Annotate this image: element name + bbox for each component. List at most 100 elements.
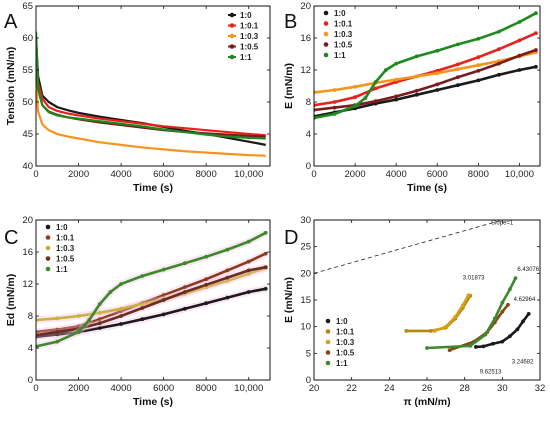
y-axis-label: Tension (mN/m): [5, 47, 17, 126]
panel-label: A: [4, 11, 18, 33]
series-group: [314, 11, 538, 120]
data-point-1:0: [246, 290, 251, 294]
legend-marker: [229, 54, 235, 60]
data-point-1:0.5: [517, 53, 522, 58]
panel-B: B 0 2000 4000 6000 8000 10,000 0 4 8 12 16 20 Time (s…: [283, 1, 541, 194]
series-line-1:0: [314, 65, 537, 118]
legend-marker: [45, 256, 51, 261]
legend-entry: 1:0.3: [56, 244, 75, 253]
legend-entry: 1:1: [334, 51, 346, 60]
y-tick-label: 60: [22, 33, 33, 44]
data-point-1:0: [119, 322, 123, 326]
series-line-1:1: [36, 231, 267, 348]
y-tick-label: 16: [300, 33, 311, 44]
data-point-1:0.5: [97, 321, 102, 326]
data-point-1:0.1: [246, 259, 251, 264]
data-point-1:0.3: [119, 306, 123, 311]
y-tick-label: 12: [300, 65, 311, 76]
x-tick-label: 32: [535, 383, 546, 394]
data-point-1:0.3: [466, 293, 471, 298]
x-tick-label: 2000: [345, 169, 366, 180]
data-point-1:0.3: [97, 310, 102, 315]
data-point-1:0.1: [497, 47, 501, 52]
data-point-1:0: [414, 92, 419, 97]
y-tick-label: 12: [22, 279, 33, 290]
data-point-1:0.5: [263, 265, 268, 270]
legend-entry: 1:0: [240, 11, 252, 20]
data-point-1:1: [414, 54, 419, 59]
data-point-1:0.3: [435, 71, 440, 76]
data-point-1:0.5: [435, 82, 440, 87]
data-point-1:1: [500, 300, 505, 305]
y-tick-label: 50: [22, 97, 33, 108]
data-point-1:0: [497, 72, 501, 77]
data-point-1:0.3: [394, 77, 399, 82]
y-tick-label: 0: [306, 161, 311, 172]
legend-entry: 1:0: [56, 223, 68, 232]
data-point-1:0: [161, 312, 166, 317]
legend-entry: 1:1: [240, 53, 252, 62]
x-tick-label: 6000: [153, 169, 174, 180]
legend-marker: [45, 224, 51, 230]
y-tick-label: 15: [300, 295, 311, 306]
x-tick-label: 8000: [468, 169, 489, 180]
y-tick-label: 5: [306, 348, 311, 359]
y-tick-label: 55: [22, 65, 33, 76]
x-tick-label: 28: [459, 383, 470, 394]
data-point-1:0: [455, 83, 460, 88]
x-tick-label: 4000: [111, 169, 132, 180]
y-tick-label: 40: [22, 161, 33, 172]
legend: 1:0 1:0.11:0.3 1:0.51:1: [325, 317, 355, 368]
data-point-1:1: [455, 42, 460, 47]
x-tick-label: 0: [311, 169, 316, 180]
series-line-1:1: [36, 31, 266, 140]
data-point-1:0.5: [455, 75, 460, 80]
plot-frame: [35, 5, 271, 167]
panel-label: B: [284, 11, 297, 33]
x-axis-label: Time (s): [133, 182, 173, 194]
data-point-1:1: [183, 261, 187, 266]
data-point-1:1: [435, 48, 440, 53]
data-point-1:0.5: [497, 61, 501, 66]
data-point-1:1: [533, 11, 538, 16]
y-tick-label: 20: [300, 268, 311, 279]
x-tick-label: 20: [309, 383, 320, 394]
x-tick-label: 30: [497, 383, 508, 394]
data-point-1:0.3: [332, 88, 337, 92]
legend-marker: [45, 266, 51, 272]
legend-entry: 1:0: [336, 317, 348, 326]
data-point-1:1: [161, 267, 166, 272]
x-axis-label: Time (s): [133, 396, 173, 408]
data-point-1:0.5: [414, 88, 419, 93]
data-point-1:0.1: [517, 38, 522, 43]
data-point-1:1: [204, 254, 209, 259]
data-point-1:1: [384, 68, 388, 72]
data-point-1:1: [373, 80, 378, 84]
data-point-1:0.5: [394, 94, 399, 99]
data-point-1:1: [225, 247, 230, 252]
y-tick-label: 65: [22, 1, 33, 12]
series-line-1:0.5: [314, 48, 537, 112]
data-point-1:1: [119, 282, 123, 286]
series-group: [36, 31, 266, 157]
legend-entry: 1:0.1: [334, 20, 353, 29]
data-point-1:0.3: [414, 74, 419, 79]
data-point-1:0.3: [453, 315, 458, 319]
data-point-1:0.3: [225, 278, 230, 283]
data-point-1:0.5: [533, 48, 538, 52]
data-point-1:0: [507, 334, 512, 339]
data-point-1:0.1: [476, 55, 481, 60]
legend-marker: [325, 318, 331, 324]
data-point-1:1: [97, 302, 102, 306]
x-axis-label: Time (s): [407, 182, 447, 194]
legend: 1:0 1:0.11:0.3 1:0.51:1: [323, 9, 353, 60]
x-tick-label: 4000: [386, 169, 407, 180]
legend-entry: 1:1: [56, 265, 68, 274]
data-point-1:0.5: [161, 298, 166, 302]
series-line-1:0.1: [406, 295, 472, 333]
data-point-1:1: [425, 346, 429, 350]
y-tick-label: 25: [300, 242, 311, 253]
data-point-1:0: [97, 326, 102, 330]
data-point-1:0.3: [353, 84, 357, 89]
